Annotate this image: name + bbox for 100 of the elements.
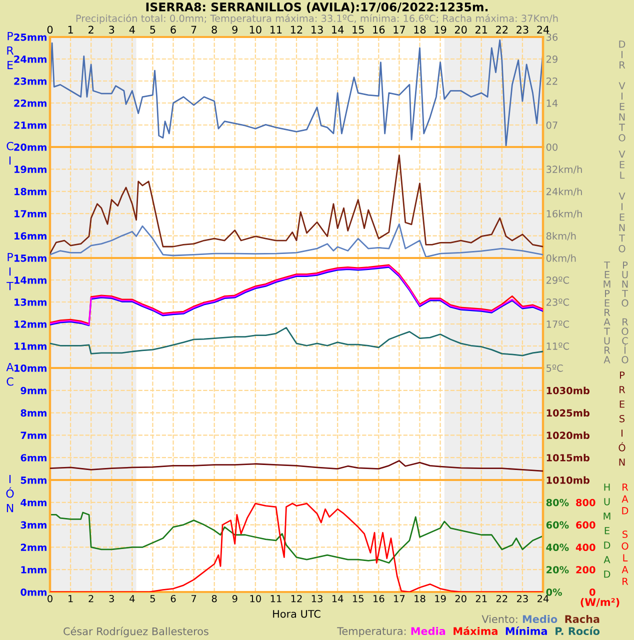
x2-tick-label: 20 — [454, 26, 467, 34]
x2-tick-label: 12 — [291, 26, 302, 34]
x-tick-label: 20 — [455, 594, 466, 602]
x2-tick-label: 13 — [312, 26, 323, 34]
y2-tick-label: 07 — [546, 121, 558, 129]
x-tick-label: 9 — [232, 594, 238, 602]
y-tick-label: 13mm — [14, 298, 46, 306]
x-tick-label: 22 — [496, 594, 508, 602]
y2-tick-label: 29 — [546, 55, 558, 63]
x2-tick-label: 24 — [537, 26, 550, 34]
y-tick-label: 14mm — [14, 276, 46, 284]
x2-tick-label: 23 — [516, 26, 528, 34]
y2-tick-label: 1010mb — [546, 476, 590, 484]
y-tick-label: 18mm — [14, 188, 46, 196]
y2-tick-label: 20% — [546, 566, 569, 574]
y3-tick-label: 200 — [576, 566, 596, 574]
y-tick-label: 23mm — [14, 77, 46, 85]
x2-tick-label: 7 — [191, 26, 196, 34]
x2-tick-label: 10 — [250, 26, 262, 34]
y2-tick-label: 24km/h — [546, 188, 582, 196]
y2-tick-label: 8km/h — [546, 232, 576, 240]
x2-tick-label: 15 — [352, 26, 364, 34]
x2-tick-label: 2 — [88, 26, 94, 34]
y-tick-label: 6mm — [20, 454, 46, 462]
y-tick-label: 24mm — [14, 55, 46, 63]
y-tick-label: 0mm — [20, 588, 46, 596]
x2-tick-label: 3 — [109, 26, 114, 34]
y2-tick-label: 14 — [546, 100, 558, 107]
x-tick-label: 19 — [435, 594, 446, 602]
y-tick-label: 19mm — [14, 166, 46, 174]
text: (W/m²) — [580, 598, 620, 608]
x-tick-label: 5 — [150, 595, 155, 602]
y-tick-label: 4mm — [20, 499, 46, 506]
x2-tick-label: 4 — [129, 26, 135, 34]
x-tick-label: 0 — [48, 594, 52, 602]
y-tick-label: 2mm — [20, 544, 46, 551]
chart-title: ISERRA8: SERRANILLOS (AVILA):17/06/2022:1235m. — [146, 2, 488, 13]
y2-tick-label: 80% — [546, 498, 569, 506]
y2-tick-label: 00 — [546, 143, 558, 151]
y-tick-label: 9mm — [20, 386, 46, 394]
text: VEL VIENTO — [618, 150, 626, 252]
x-tick-label: 7 — [191, 595, 196, 602]
y2-tick-label: 5ºC — [546, 364, 563, 372]
y2-tick-label: 1020mb — [546, 432, 590, 440]
line-series — [50, 460, 543, 472]
x-tick-label: 18 — [414, 594, 426, 602]
y2-tick-label: 32km/h — [546, 166, 582, 174]
y2-tick-label: 29ºC — [546, 276, 569, 284]
y2-tick-label: 1025mb — [546, 409, 590, 417]
x2-tick-label: 0 — [47, 26, 53, 34]
y-axis-title: AC — [6, 362, 14, 386]
y-tick-label: 10mm — [14, 364, 46, 372]
x-tick-label: 10 — [250, 594, 261, 602]
y2-axis-title: HUMEDAD — [604, 484, 610, 578]
y2-tick-label: 36 — [546, 33, 558, 41]
y2-tick-label: 1030mb — [546, 386, 590, 394]
x2-tick-label: 6 — [170, 26, 176, 34]
text: Media — [411, 626, 446, 636]
y3-tick-label: 600 — [576, 521, 596, 529]
y-tick-label: 1mm — [21, 566, 46, 574]
y3-tick-label: 0 — [589, 588, 596, 596]
y2-tick-label: 17ºC — [546, 320, 569, 328]
x-tick-label: 15 — [353, 595, 364, 602]
x-tick-label: 3 — [109, 594, 114, 602]
y-tick-label: 11mm — [14, 342, 46, 350]
x-axis-title: Hora UTC — [273, 610, 320, 618]
chart-subtitle: Precipitación total: 0.0mm; Temperatura máxima: 33.1ºC, mínima: 16.6ºC; Racha máxima: 37Km/h — [76, 14, 558, 24]
y3-tick-label: 800 — [576, 498, 596, 506]
y-tick-label: 20mm — [14, 143, 46, 151]
y-tick-label: 15mm — [14, 254, 46, 262]
x2-tick-label: 18 — [414, 26, 426, 34]
x2-tick-label: 19 — [434, 26, 446, 34]
x2-tick-label: 5 — [150, 26, 156, 34]
x2-tick-label: 14 — [332, 26, 344, 34]
y2-tick-label: 22 — [546, 77, 558, 85]
text: P. Rocío — [556, 626, 600, 636]
x2-tick-label: 16 — [373, 26, 385, 34]
line-series — [50, 39, 543, 146]
text: Mínima — [506, 626, 547, 636]
x-tick-label: 23 — [516, 594, 528, 602]
y-tick-label: 17mm — [14, 210, 46, 218]
x-tick-label: 8 — [212, 594, 217, 602]
x-tick-label: 24 — [538, 594, 549, 602]
x2-tick-label: 9 — [232, 26, 238, 34]
text: RAD SOLAR — [622, 484, 628, 585]
y-tick-label: 16mm — [14, 232, 46, 240]
y-tick-label: 7mm — [20, 432, 46, 439]
x-tick-label: 1 — [68, 595, 73, 602]
text: DIR VIENTO — [618, 40, 626, 142]
x-tick-label: 13 — [312, 594, 322, 602]
y2-tick-label: 16km/h — [546, 210, 582, 218]
y2-tick-label: 60% — [546, 521, 569, 529]
x-tick-label: 6 — [170, 594, 176, 602]
y-tick-label: 21mm — [14, 121, 46, 129]
y2-tick-label: 11ºC — [546, 342, 569, 350]
y-tick-label: 8mm — [20, 409, 46, 417]
x-tick-label: 17 — [394, 595, 405, 602]
x-tick-label: 2 — [88, 594, 94, 602]
x2-tick-label: 21 — [476, 26, 488, 34]
x2-tick-label: 22 — [496, 26, 508, 34]
